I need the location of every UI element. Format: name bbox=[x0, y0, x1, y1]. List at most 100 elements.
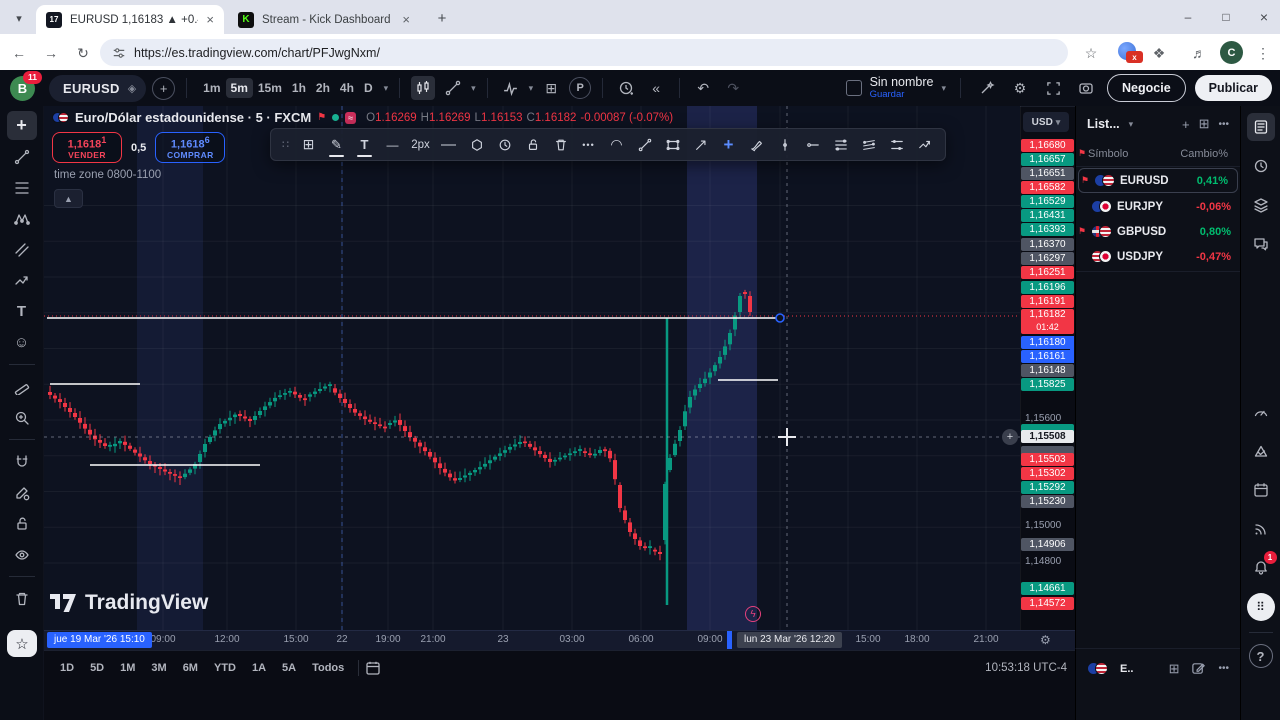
text-icon[interactable]: T bbox=[16, 303, 27, 320]
sell-button[interactable]: 1,16181 VENDER bbox=[52, 132, 122, 163]
economic-event-icon[interactable]: ϟ bbox=[745, 606, 761, 622]
brush-icon[interactable] bbox=[744, 132, 769, 157]
more-icon[interactable]: ••• bbox=[582, 139, 595, 150]
chart-plot[interactable] bbox=[44, 106, 1020, 630]
alert-plus-icon[interactable] bbox=[614, 76, 638, 100]
xabcd-pattern-icon[interactable] bbox=[7, 204, 37, 233]
undo-icon[interactable]: ↶ bbox=[697, 79, 710, 96]
range-1m[interactable]: 1M bbox=[120, 661, 136, 674]
hray-icon[interactable] bbox=[800, 132, 825, 157]
browser-profile-avatar[interactable]: C bbox=[1220, 41, 1243, 64]
publicar-button[interactable]: Publicar bbox=[1194, 75, 1272, 101]
browser-tab-inactive[interactable]: K Stream - Kick Dashboard × bbox=[228, 5, 420, 34]
gauge-icon[interactable] bbox=[1247, 398, 1275, 426]
column-symbol[interactable]: Símbolo bbox=[1088, 148, 1129, 160]
cross-icon[interactable]: + bbox=[723, 134, 734, 154]
pencil-icon[interactable]: ✎ bbox=[324, 132, 349, 157]
more-icon[interactable]: ••• bbox=[1218, 663, 1229, 674]
lock-icon[interactable] bbox=[7, 509, 37, 538]
timeframe-15m[interactable]: 15m bbox=[257, 81, 282, 95]
currency-scale-button[interactable]: USD ▾ bbox=[1023, 112, 1069, 132]
go-to-date-icon[interactable] bbox=[365, 660, 381, 676]
settings-gear-icon[interactable]: ⚙ bbox=[1013, 79, 1027, 96]
parallel-channel-icon[interactable] bbox=[7, 235, 37, 264]
refresh-button[interactable]: ↻ bbox=[77, 44, 89, 61]
arc-icon[interactable]: ◠ bbox=[610, 136, 623, 152]
zoom-in-icon[interactable] bbox=[7, 403, 37, 432]
news-icon[interactable] bbox=[1247, 515, 1275, 543]
text-tool-icon[interactable]: T bbox=[352, 132, 377, 157]
publish-p-icon[interactable]: P bbox=[569, 77, 592, 99]
flag-icon[interactable]: ⚑ bbox=[1078, 226, 1087, 236]
compose-icon[interactable] bbox=[1191, 661, 1206, 676]
vline-icon[interactable] bbox=[772, 132, 797, 157]
new-tab-button[interactable]: + bbox=[437, 9, 447, 27]
range-ytd[interactable]: YTD bbox=[213, 661, 236, 674]
active-symbol-abbr[interactable]: E.. bbox=[1120, 662, 1134, 675]
fib-retracement-icon[interactable] bbox=[7, 173, 37, 202]
replay-icon[interactable]: « bbox=[652, 80, 661, 96]
site-settings-icon[interactable] bbox=[112, 46, 126, 60]
window-minimize-button[interactable]: – bbox=[1184, 10, 1192, 24]
range-5a[interactable]: 5A bbox=[282, 661, 297, 674]
fullscreen-icon[interactable] bbox=[1041, 76, 1065, 100]
trend-icon[interactable] bbox=[632, 132, 657, 157]
chart-style-candles-icon[interactable] bbox=[411, 76, 436, 100]
browser-tab-active[interactable]: 17 EURUSD 1,16183 ▲ +0.41% Sin × bbox=[36, 5, 224, 34]
watchlist-row-eurjpy[interactable]: EURJPY -0,06% bbox=[1076, 194, 1240, 219]
magnet-icon[interactable] bbox=[7, 447, 37, 476]
range-1d[interactable]: 1D bbox=[60, 661, 75, 674]
camera-icon[interactable] bbox=[1074, 76, 1098, 100]
tab-close-icon[interactable]: × bbox=[206, 12, 214, 27]
chart-canvas[interactable] bbox=[44, 106, 1020, 630]
indicators-chevron-icon[interactable]: ▾ bbox=[528, 82, 534, 93]
chat-icon[interactable] bbox=[1247, 230, 1275, 258]
timeframe-2h[interactable]: 2h bbox=[315, 81, 330, 95]
tab-search-icon[interactable]: ▾ bbox=[16, 12, 22, 25]
symbol-search-button[interactable]: EURUSD ◈ bbox=[49, 74, 147, 102]
unlock-icon[interactable] bbox=[520, 132, 545, 157]
watchlist-row-usdjpy[interactable]: USDJPY -0,47% bbox=[1076, 244, 1240, 269]
parallel-icon[interactable] bbox=[828, 132, 853, 157]
chart-title[interactable]: Euro/Dólar estadounidense · 5 · FXCM bbox=[75, 110, 312, 125]
crosshair-icon[interactable]: + bbox=[6, 111, 37, 140]
window-maximize-button[interactable]: □ bbox=[1222, 10, 1230, 24]
watchlist-row-gbpusd[interactable]: ⚑ GBPUSD 0,80% bbox=[1076, 219, 1240, 244]
grid-plus-icon[interactable]: ⊞ bbox=[302, 136, 315, 152]
timeframe-chevron-icon[interactable]: ▾ bbox=[383, 82, 389, 93]
watchlist-title[interactable]: List... bbox=[1087, 117, 1120, 131]
watchlist-add-icon[interactable]: + bbox=[1181, 116, 1190, 132]
apps-icon[interactable]: ⠿ bbox=[1246, 593, 1275, 621]
add-symbol-button[interactable]: + bbox=[152, 76, 176, 100]
drag-icon[interactable]: ∷ bbox=[282, 139, 290, 151]
trend-line-icon[interactable] bbox=[7, 142, 37, 171]
buy-button[interactable]: 1,16186 COMPRAR bbox=[155, 132, 226, 163]
watchlist-more-icon[interactable]: ••• bbox=[1218, 118, 1229, 130]
layout-grid-icon[interactable]: ⊞ bbox=[545, 79, 558, 96]
legend-collapse-button[interactable]: ▲ bbox=[54, 189, 83, 208]
extensions-puzzle-icon[interactable]: ❖ bbox=[1152, 44, 1166, 61]
bookmark-star-icon[interactable]: ☆ bbox=[1084, 44, 1098, 61]
line-tool-icon[interactable] bbox=[441, 76, 465, 100]
redo-icon[interactable]: ↷ bbox=[727, 79, 740, 96]
save-checkbox[interactable] bbox=[845, 80, 862, 96]
flag-icon[interactable]: ⚑ bbox=[1081, 175, 1090, 185]
disjoint-icon[interactable] bbox=[856, 132, 881, 157]
layout-chevron-icon[interactable]: ▾ bbox=[941, 82, 947, 93]
ideas-icon[interactable] bbox=[1247, 437, 1275, 465]
range-3m[interactable]: 3M bbox=[151, 661, 167, 674]
timeframe-D[interactable]: D bbox=[363, 81, 373, 95]
range-todos[interactable]: Todos bbox=[312, 661, 345, 674]
column-change[interactable]: Cambio% bbox=[1180, 148, 1228, 160]
timeframe-5m[interactable]: 5m bbox=[225, 78, 253, 98]
line-tool-chevron-icon[interactable]: ▾ bbox=[471, 82, 476, 93]
arrow-icon[interactable] bbox=[688, 132, 713, 157]
back-button[interactable]: ← bbox=[12, 45, 26, 61]
watchlist-grid-icon[interactable]: ⊞ bbox=[1198, 116, 1210, 131]
watchlist-row-eurusd[interactable]: ⚑ EURUSD 0,41% bbox=[1078, 168, 1238, 193]
user-avatar[interactable]: B 11 bbox=[10, 70, 42, 101]
time-axis-settings-icon[interactable]: ⚙ bbox=[1040, 633, 1051, 647]
media-playlist-icon[interactable]: ♬ bbox=[1192, 45, 1206, 61]
delete-icon[interactable] bbox=[7, 584, 37, 613]
calendar-icon[interactable] bbox=[1247, 476, 1275, 504]
